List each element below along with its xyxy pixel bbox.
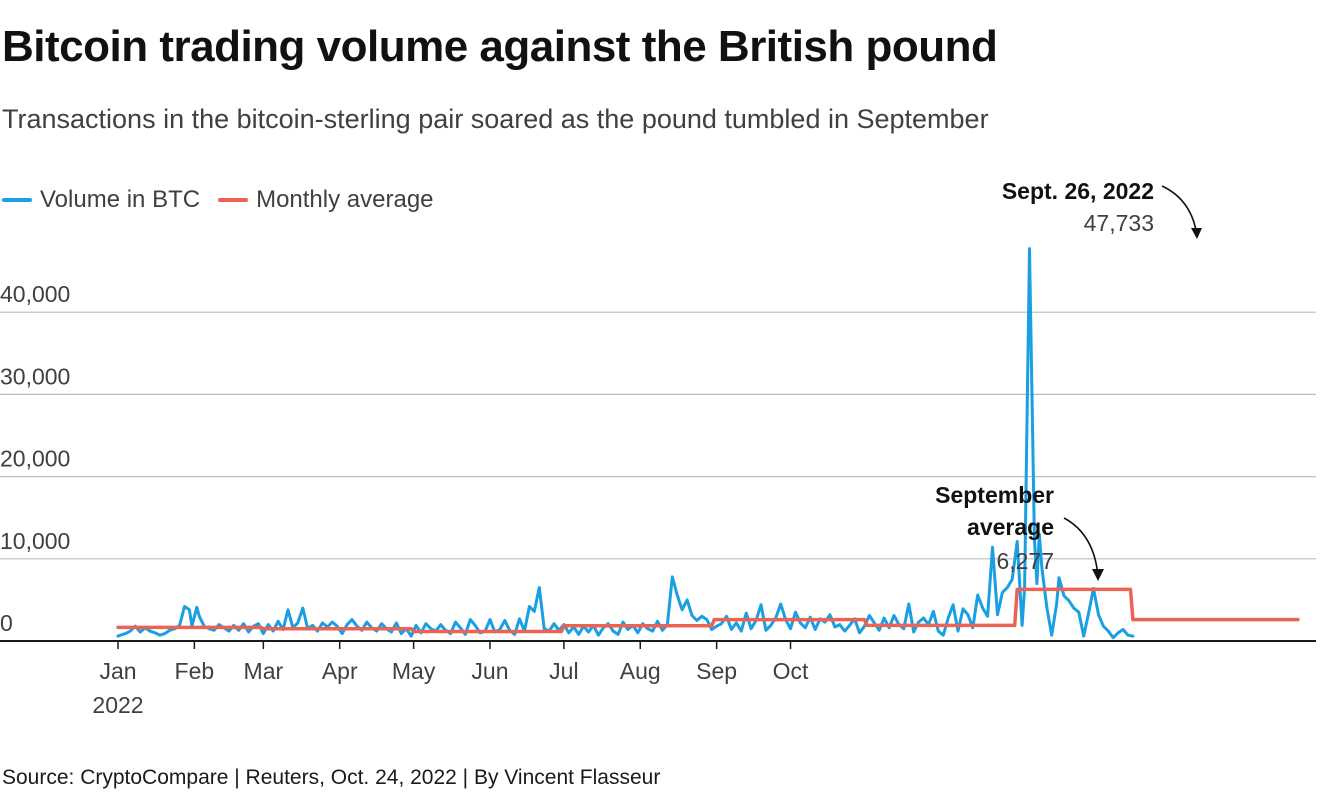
y-axis-ticks: 0 10,000 20,000 30,000 40,000	[0, 281, 70, 636]
x-tick-label: Jun	[471, 658, 508, 684]
source-note: Source: CryptoCompare | Reuters, Oct. 24…	[2, 766, 661, 789]
series-line-volume	[116, 247, 1135, 640]
x-tick-label: Mar	[244, 658, 284, 684]
september-annotation-label-2: average	[967, 514, 1054, 540]
legend-label-average: Monthly average	[256, 186, 434, 213]
chart-subtitle: Transactions in the bitcoin-sterling pai…	[2, 104, 989, 134]
chart-title: Bitcoin trading volume against the Briti…	[2, 22, 998, 71]
x-tick-label: Feb	[175, 658, 215, 684]
peak-annotation-label: Sept. 26, 2022	[1002, 178, 1154, 204]
y-tick-label: 10,000	[0, 528, 70, 554]
series-line-monthly-average	[116, 587, 1300, 634]
september-annotation-value: 6,277	[996, 548, 1054, 574]
x-tick-label: Jan	[99, 658, 136, 684]
chart-annotations: Sept. 26, 2022 47,733 September average …	[935, 178, 1202, 581]
x-axis-ticks: Jan 2022 Feb Mar Apr May Jun Jul Aug Sep Oct	[92, 641, 809, 718]
y-tick-label: 0	[0, 610, 13, 636]
y-tick-label: 40,000	[0, 281, 70, 307]
peak-arrowhead-icon	[1191, 228, 1202, 239]
legend-swatch-average	[218, 198, 249, 202]
legend-item-average: Monthly average	[218, 186, 434, 214]
legend-swatch-volume	[2, 198, 32, 202]
x-tick-label: Apr	[322, 658, 358, 684]
x-tick-label: Aug	[620, 658, 661, 684]
legend-label-volume: Volume in BTC	[40, 186, 201, 213]
september-arrowhead-icon	[1092, 569, 1104, 581]
x-tick-sublabel: 2022	[92, 692, 143, 718]
legend: Volume in BTC Monthly average	[2, 186, 452, 214]
x-tick-label: Sep	[696, 658, 737, 684]
y-tick-label: 30,000	[0, 363, 70, 389]
grid-lines	[0, 311, 1316, 642]
x-tick-label: May	[392, 658, 436, 684]
september-annotation-label-1: September	[935, 482, 1054, 508]
x-tick-label: Jul	[549, 658, 578, 684]
x-tick-label: Oct	[773, 658, 809, 684]
peak-annotation-value: 47,733	[1084, 210, 1154, 236]
y-tick-label: 20,000	[0, 446, 70, 472]
chart-series	[116, 247, 1300, 640]
legend-item-volume: Volume in BTC	[2, 186, 200, 214]
september-annotation-arrow	[1063, 517, 1099, 577]
